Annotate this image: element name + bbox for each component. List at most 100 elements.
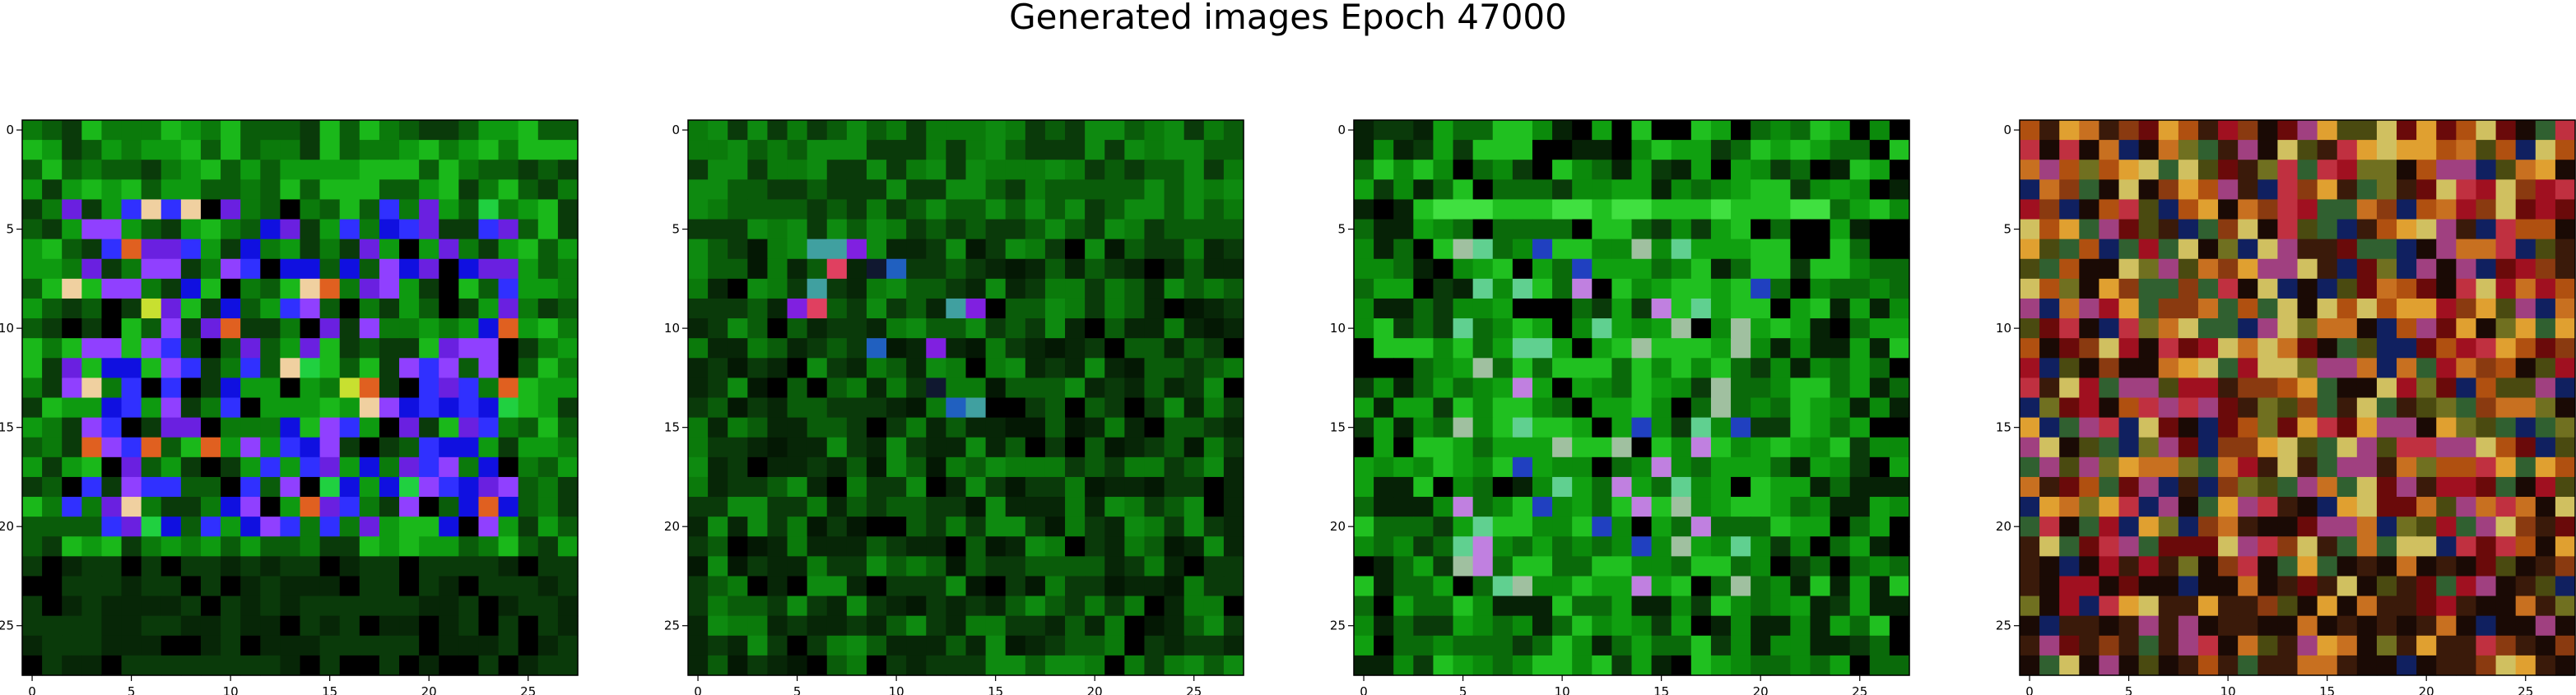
pixel-cell	[826, 517, 848, 537]
pixel-cell	[1830, 179, 1851, 201]
pixel-cell	[2218, 120, 2239, 141]
pixel-cell	[1005, 278, 1026, 299]
pixel-cell	[1472, 655, 1494, 676]
pixel-cell	[1810, 476, 1831, 498]
pixel-cell	[2079, 456, 2100, 478]
pixel-cell	[688, 358, 709, 378]
pixel-cell	[22, 378, 43, 399]
pixel-cell	[2039, 517, 2060, 537]
pixel-cell	[101, 318, 123, 339]
pixel-cell	[2555, 160, 2576, 180]
pixel-cell	[1710, 437, 1732, 458]
pixel-cell	[2197, 497, 2219, 517]
pixel-cell	[2495, 298, 2517, 319]
pixel-cell	[926, 397, 946, 419]
pixel-cell	[121, 338, 142, 359]
pixel-cell	[200, 298, 221, 319]
pixel-cell	[498, 378, 519, 399]
pixel-cell	[319, 417, 341, 438]
pixel-cell	[1631, 199, 1653, 220]
pixel-cell	[1393, 318, 1414, 339]
pixel-cell	[2356, 160, 2378, 180]
pixel-cell	[1164, 437, 1185, 458]
pixel-cell	[826, 635, 848, 656]
pixel-cell	[2436, 219, 2457, 240]
pixel-cell	[985, 497, 1007, 517]
pixel-cell	[379, 517, 400, 537]
pixel-cell	[200, 160, 221, 180]
pixel-cell	[1532, 140, 1553, 160]
pixel-cell	[359, 278, 380, 299]
pixel-cell	[826, 140, 848, 160]
pixel-cell	[1203, 160, 1225, 180]
pixel-cell	[419, 497, 439, 517]
pixel-cell	[1552, 655, 1573, 676]
pixel-cell	[2436, 456, 2457, 478]
pixel-cell	[2218, 536, 2239, 557]
pixel-cell	[439, 556, 459, 577]
pixel-cell	[240, 160, 261, 180]
pixel-cell	[1631, 338, 1653, 359]
pixel-cell	[359, 358, 380, 378]
pixel-cell	[1144, 576, 1165, 597]
pixel-cell	[2158, 378, 2179, 399]
pixel-cell	[2218, 615, 2239, 637]
pixel-cell	[1552, 576, 1573, 597]
pixel-cell	[2257, 655, 2278, 676]
pixel-cell	[2178, 437, 2199, 458]
pixel-cell	[1354, 358, 1374, 378]
pixel-cell	[180, 219, 202, 240]
pixel-cell	[2178, 517, 2199, 537]
pixel-cell	[200, 437, 221, 458]
pixel-cell	[1203, 517, 1225, 537]
pixel-cell	[1849, 517, 1871, 537]
pixel-cell	[985, 655, 1007, 676]
pixel-cell	[399, 298, 420, 319]
pixel-cell	[1512, 517, 1533, 537]
pixel-cell	[906, 278, 927, 299]
pixel-cell	[260, 556, 281, 577]
pixel-cell	[1790, 278, 1811, 299]
pixel-cell	[81, 437, 103, 458]
pixel-cell	[518, 219, 539, 240]
pixel-cell	[1453, 556, 1474, 577]
pixel-cell	[1044, 635, 1066, 656]
pixel-cell	[2297, 338, 2318, 359]
pixel-cell	[200, 140, 221, 160]
pixel-cell	[1492, 576, 1514, 597]
pixel-cell	[2059, 199, 2080, 220]
pixel-cell	[1453, 536, 1474, 557]
pixel-cell	[1393, 517, 1414, 537]
pixel-cell	[1631, 556, 1653, 577]
pixel-cell	[2356, 199, 2378, 220]
pixel-cell	[518, 536, 539, 557]
pixel-cell	[1025, 437, 1046, 458]
pixel-cell	[180, 378, 202, 399]
pixel-cell	[906, 338, 927, 359]
pixel-cell	[1512, 497, 1533, 517]
pixel-cell	[2218, 556, 2239, 577]
pixel-cell	[1770, 476, 1791, 498]
pixel-cell	[458, 517, 480, 537]
pixel-cell	[2257, 576, 2278, 597]
pixel-cell	[2515, 239, 2536, 260]
pixel-cell	[2197, 258, 2219, 280]
pixel-cell	[728, 160, 748, 180]
pixel-cell	[2218, 497, 2239, 517]
pixel-cell	[1104, 120, 1125, 141]
pixel-cell	[866, 517, 887, 537]
pixel-cell	[1433, 476, 1454, 498]
pixel-cell	[1830, 635, 1851, 656]
pixel-cell	[379, 298, 400, 319]
pixel-cell	[478, 258, 500, 280]
pixel-cell	[300, 536, 321, 557]
pixel-cell	[518, 497, 539, 517]
pixel-cell	[221, 635, 241, 656]
pixel-cell	[160, 576, 182, 597]
pixel-cell	[1223, 556, 1244, 577]
pixel-cell	[2257, 199, 2278, 220]
pixel-cell	[359, 655, 380, 676]
pixel-cell	[1731, 595, 1751, 617]
pixel-cell	[1104, 397, 1125, 419]
pixel-cell	[2138, 437, 2160, 458]
